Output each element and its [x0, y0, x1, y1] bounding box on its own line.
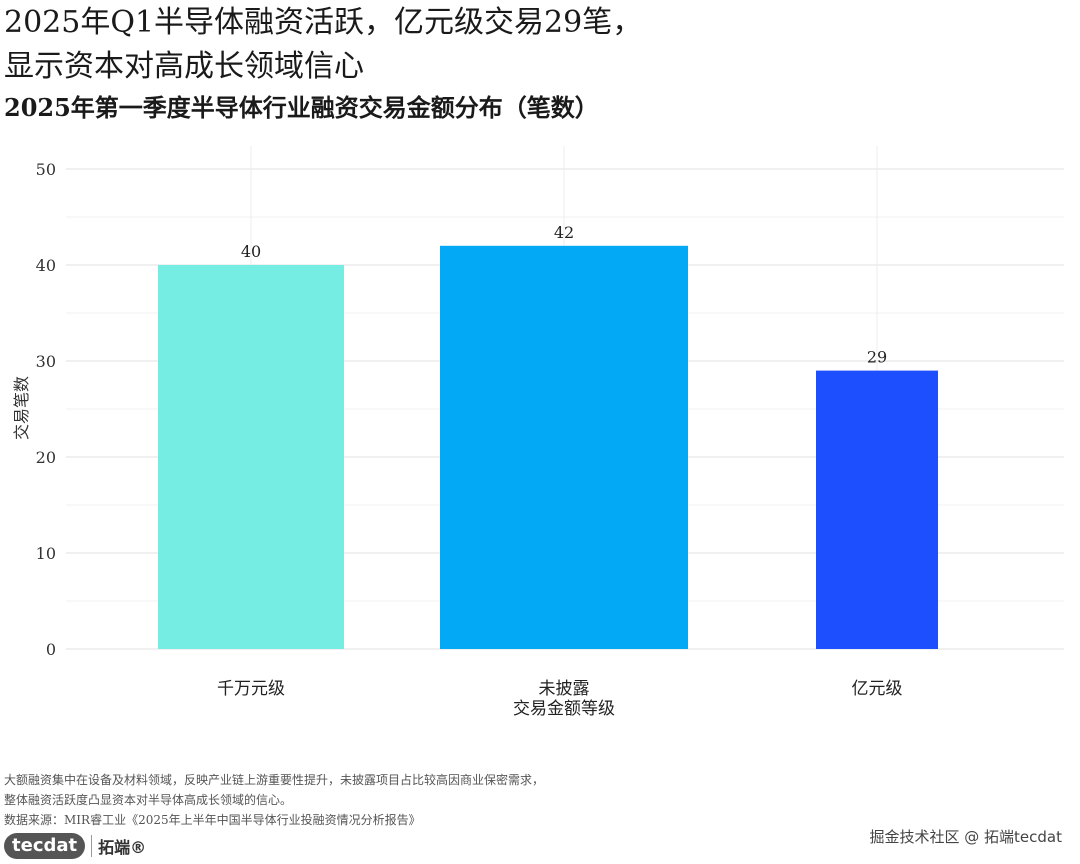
x-tick-label: 亿元级 — [852, 679, 903, 699]
source-note: 数据来源：MIR睿工业《2025年上半年中国半导体行业投融资情况分析报告》 — [4, 813, 421, 827]
data-label: 42 — [554, 223, 574, 242]
logo-divider — [91, 835, 93, 857]
y-tick-label: 0 — [46, 640, 56, 659]
x-tick-label: 千万元级 — [217, 679, 285, 699]
y-tick-label: 30 — [36, 352, 56, 371]
chart-title-line-2: 显示资本对高成长领域信心 — [4, 49, 364, 84]
x-tick-labels: 千万元级 未披露 亿元级 — [217, 679, 903, 699]
data-label: 40 — [241, 242, 261, 261]
note-line-1: 大额融资集中在设备及材料领域，反映产业链上游重要性提升，未披露项目占比较高因商业… — [4, 773, 545, 787]
y-axis-label: 交易笔数 — [12, 376, 31, 440]
chart-subtitle: 2025年第一季度半导体行业融资交易金额分布（笔数） — [4, 93, 599, 122]
y-tick-label: 40 — [36, 256, 56, 275]
y-tick-labels: 0 10 20 30 40 50 — [36, 160, 56, 659]
note-line-2: 整体融资活跃度凸显资本对半导体高成长领域的信心。 — [4, 793, 293, 807]
data-label: 29 — [867, 348, 887, 367]
x-axis-label: 交易金额等级 — [513, 699, 615, 719]
logo: tecdat 拓端® — [4, 832, 146, 860]
bar-1 — [158, 265, 344, 649]
bar-chart: 0 10 20 30 40 50 40 42 29 千万元级 未披露 亿元级 交易笔数 交易金额等… — [12, 146, 1064, 719]
x-tick-label: 未披露 — [539, 679, 590, 699]
y-tick-label: 20 — [36, 448, 56, 467]
y-tick-label: 10 — [36, 544, 56, 563]
logo-badge: tecdat — [4, 833, 86, 859]
chart-title-line-1: 2025年Q1半导体融资活跃，亿元级交易29笔， — [4, 5, 643, 40]
y-tick-label: 50 — [36, 160, 56, 179]
bar-3 — [816, 370, 938, 649]
bars — [158, 245, 938, 650]
logo-name: 拓端® — [98, 838, 147, 857]
bar-2 — [440, 245, 688, 650]
data-labels: 40 42 29 — [241, 223, 887, 367]
watermark: 掘金技术社区 @ 拓端tecdat — [869, 828, 1063, 846]
